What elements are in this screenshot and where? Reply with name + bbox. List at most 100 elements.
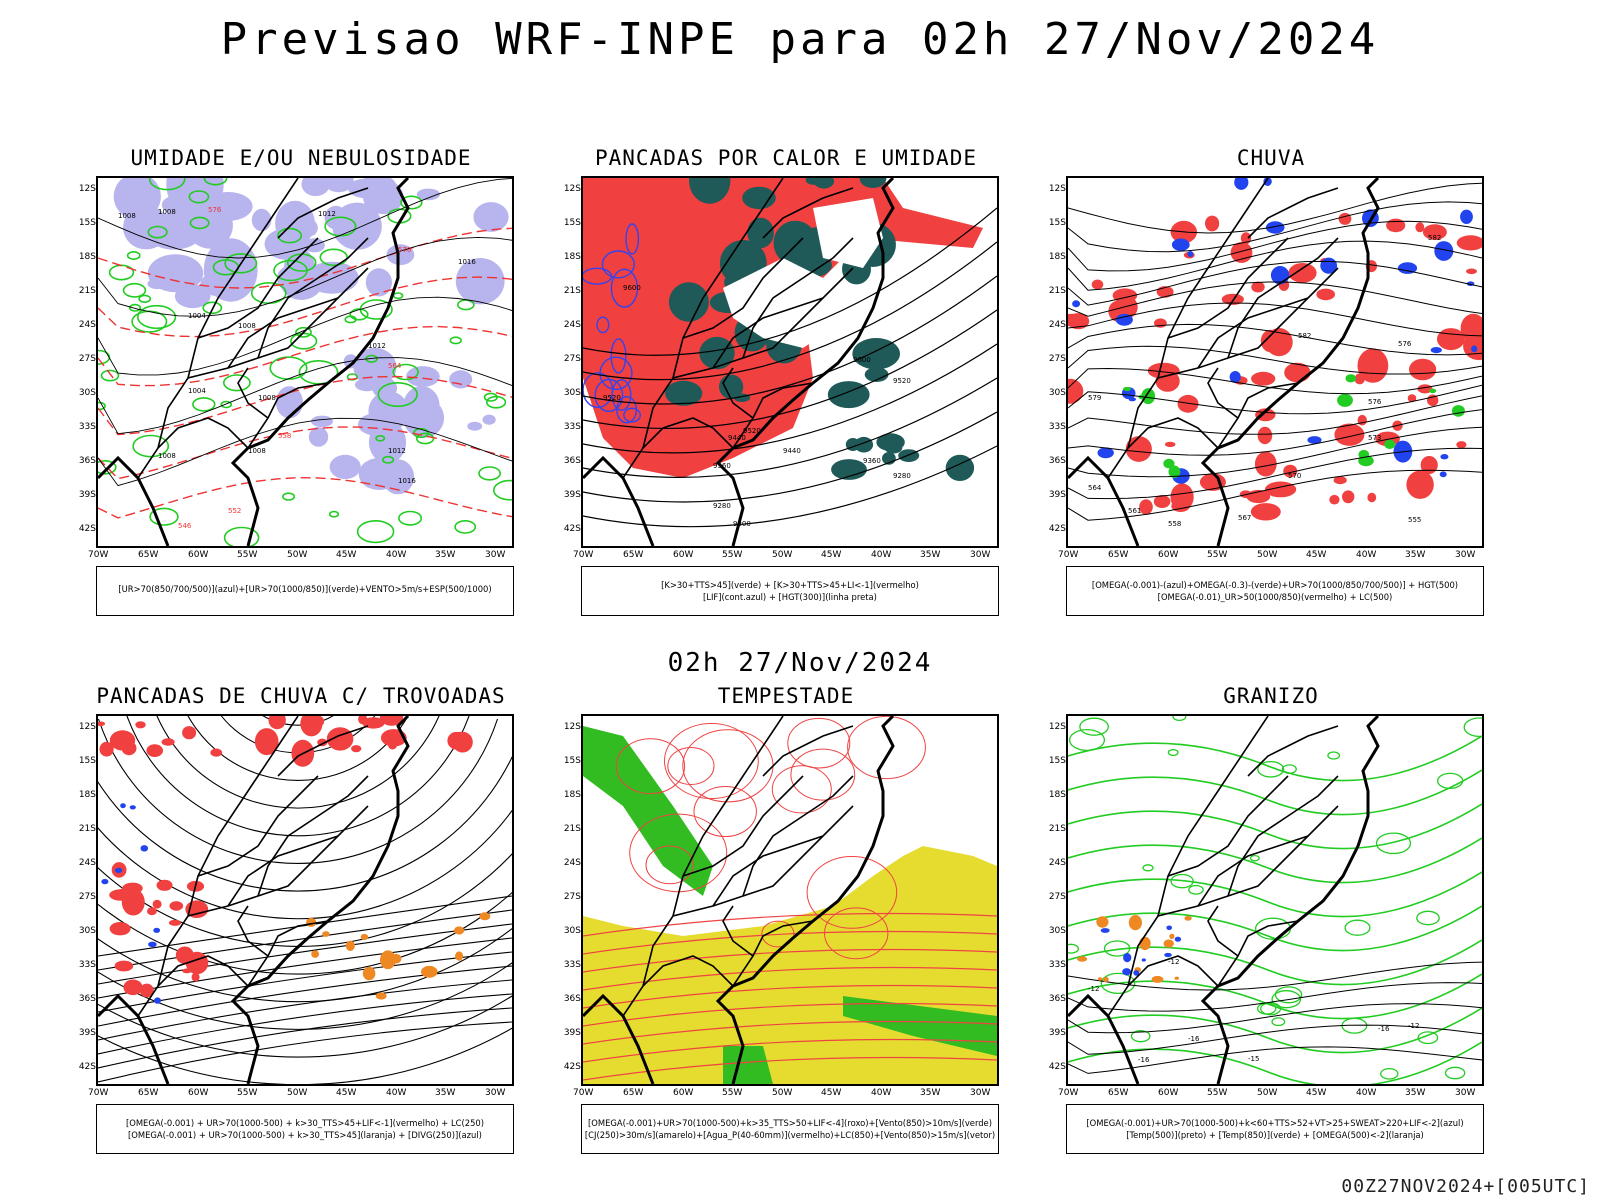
lat-tick-label: 30S	[1048, 388, 1066, 398]
lon-tick-label: 45W	[1306, 550, 1327, 560]
humidity-low-contour	[282, 492, 296, 501]
contour-value-label: 9280	[713, 502, 731, 510]
streamline-850	[583, 1038, 997, 1063]
contour-value-label: 9440	[728, 434, 746, 442]
humidity-low-contour	[493, 479, 512, 501]
lat-tick-label: 15S	[78, 756, 96, 766]
thunder-red-area	[268, 716, 286, 730]
temp850-contour	[1068, 837, 1482, 884]
lat-tick-label: 42S	[1048, 1062, 1066, 1072]
lif-contour	[610, 268, 639, 308]
instability-green-area	[898, 449, 920, 462]
omega-blue-area	[1171, 238, 1190, 251]
omega-orange-area	[1077, 956, 1088, 962]
hail-blue-area	[1123, 953, 1132, 963]
panel-title: PANCADAS DE CHUVA C/ TROVOADAS	[96, 684, 506, 708]
lon-tick-label: 60W	[673, 1088, 694, 1098]
instability-green-area	[689, 178, 731, 204]
omega-green-area	[1337, 393, 1353, 407]
humidity-low-contour	[98, 349, 111, 365]
hgt500-contour	[1068, 281, 1482, 317]
lif-contour	[623, 407, 641, 423]
legend-line: [K>30+TTS>45](verde) + [K>30+TTS>45+LI<-…	[661, 580, 919, 590]
humidity-low-contour	[375, 434, 386, 442]
thunder-red-area	[168, 919, 182, 926]
contour-value-label: 1004	[188, 387, 206, 395]
streamline	[98, 853, 512, 947]
coastline	[1068, 178, 1380, 546]
state-border	[277, 725, 369, 777]
precip-water-contour	[693, 786, 757, 837]
lat-tick-label: 18S	[78, 252, 96, 262]
omega-blue-area	[1265, 221, 1285, 234]
lon-tick-label: 35W	[435, 1088, 456, 1098]
humidity-high-area	[139, 211, 166, 230]
lon-tick-label: 45W	[336, 1088, 357, 1098]
thunder-red-area	[156, 879, 173, 891]
rain-red-area	[1329, 494, 1340, 505]
rain-red-area	[1205, 215, 1220, 232]
state-border	[257, 237, 369, 359]
omega-blue-area	[1234, 178, 1249, 190]
state-border	[622, 417, 734, 479]
lif-contour	[583, 267, 613, 285]
state-border	[732, 920, 814, 987]
omega-orange-area	[1128, 915, 1142, 931]
lon-tick-label: 70W	[88, 550, 109, 560]
precip-water-contour	[663, 723, 759, 799]
legend-box: [K>30+TTS>45](verde) + [K>30+TTS>45+LI<-…	[581, 566, 999, 616]
lat-tick-label: 30S	[1048, 926, 1066, 936]
rain-red-area	[1288, 263, 1317, 283]
pressure-isobar	[98, 236, 512, 317]
hgt500-contour	[1068, 447, 1482, 500]
thunder-red-area	[123, 979, 143, 996]
state-border	[1227, 775, 1339, 897]
legend-line: [OMEGA(-0.001)+UR>70(1000-500)+k>35_TTS>…	[588, 1118, 992, 1128]
contour-value-label: 1008	[258, 394, 276, 402]
lat-tick-label: 27S	[78, 892, 96, 902]
rain-red-area	[1437, 328, 1465, 351]
streamline	[98, 755, 512, 892]
humidity-low-contour	[122, 282, 147, 298]
humidity-low-contour	[223, 526, 260, 546]
rain-red-area	[1257, 426, 1273, 445]
streamline	[98, 927, 512, 1003]
lon-tick-label: 70W	[88, 1088, 109, 1098]
state-border	[137, 955, 249, 1017]
humidity-high-area	[406, 366, 440, 387]
streamline-850	[583, 984, 997, 1009]
thunder-red-area	[135, 721, 146, 729]
lat-tick-label: 39S	[78, 490, 96, 500]
lat-tick-label: 24S	[1048, 858, 1066, 868]
hgt500-contour	[1068, 220, 1482, 272]
thunder-red-area	[210, 748, 223, 757]
humidity-low-contour	[128, 303, 142, 312]
divergence-blue	[153, 927, 161, 933]
omega-green-area	[1163, 458, 1175, 469]
hgt300-contour	[583, 275, 997, 405]
thunder-orange-area	[375, 992, 387, 1000]
lon-tick-label: 65W	[623, 550, 644, 560]
streamline	[98, 909, 512, 971]
contour-value-label: 564	[1088, 484, 1102, 492]
lon-tick-label: 70W	[1058, 550, 1079, 560]
run-id-label: 00Z27NOV2024+[005UTC]	[1341, 1176, 1590, 1197]
rain-red-area	[1251, 371, 1276, 386]
contour-value-label: -16	[1138, 1056, 1150, 1064]
instability-green-area	[699, 336, 735, 370]
panel-granizo: GRANIZO -12 -12 -16 -16 -15 -16 -12 12S 15S 18S 21S…	[1049, 684, 1486, 1174]
precip-water-contour	[667, 747, 715, 785]
hail-blue-area	[1133, 970, 1140, 976]
contour-value-label: 9200	[733, 520, 751, 528]
lat-tick-label: 39S	[563, 490, 581, 500]
omega-green-area	[1141, 388, 1156, 405]
temp850-contour	[1100, 972, 1136, 995]
humidity-low-contour	[147, 225, 168, 239]
state-border	[1247, 187, 1339, 239]
humidity-low-contour	[138, 294, 152, 304]
lon-tick-label: 30W	[970, 1088, 991, 1098]
hgt500-contour	[1068, 469, 1482, 521]
divergence-blue	[148, 941, 157, 948]
map-frame: 1008 1008 1012 1016 1004 1008 1012 1004 1008 1008…	[96, 176, 514, 548]
omega-blue-area	[1072, 300, 1081, 308]
